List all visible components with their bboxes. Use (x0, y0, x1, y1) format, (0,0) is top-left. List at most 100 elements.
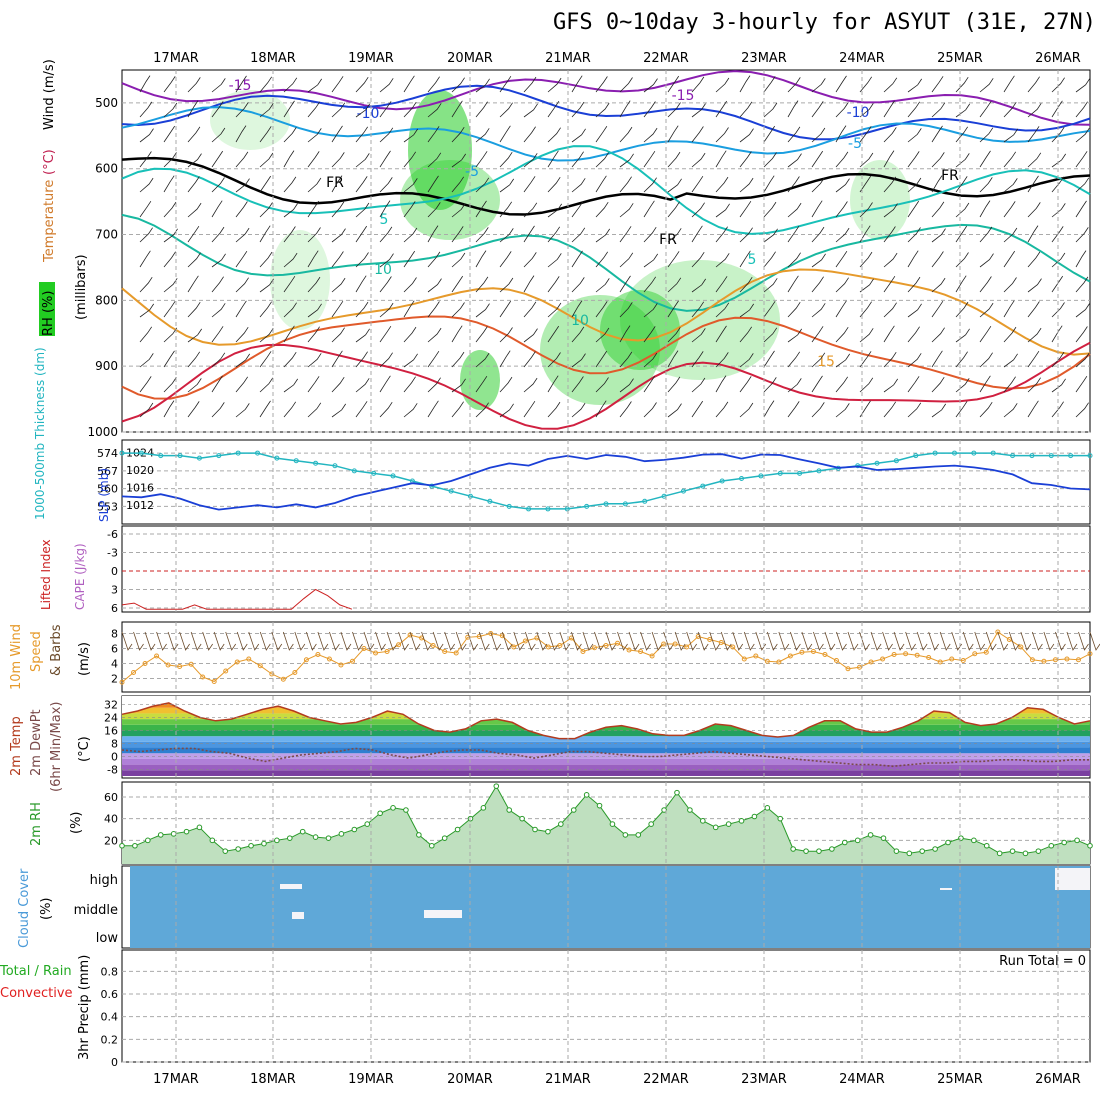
wind-barb (283, 127, 297, 143)
thickness-marker (313, 460, 319, 466)
wind-barb (259, 377, 274, 393)
wind10-barb (248, 631, 260, 651)
wind-barb (859, 328, 874, 343)
rh-marker (261, 840, 267, 847)
wind-barb (307, 78, 323, 93)
wind-barb (403, 376, 416, 393)
wind-barb (163, 228, 178, 243)
pressure-tick-label: 900 (95, 359, 118, 373)
wind10-marker (361, 646, 367, 651)
wind-barb (331, 125, 343, 143)
wind-barb (331, 102, 346, 118)
wind-barb (451, 378, 466, 393)
wind-barb (1051, 351, 1065, 368)
wind-barb (739, 227, 753, 243)
rh-marker (286, 835, 293, 841)
temp-color-band (122, 764, 1090, 771)
rh-shading (540, 295, 660, 405)
wind-barb (691, 225, 703, 243)
wind-barb (331, 76, 344, 93)
wind-barb (1051, 275, 1064, 293)
wind-barb (235, 403, 250, 418)
wind-barb (331, 175, 343, 193)
wind-barb (835, 75, 847, 93)
wind10-barb (329, 631, 340, 651)
wind-barb (355, 328, 370, 343)
wind10-marker (603, 643, 609, 648)
wind-barb (739, 376, 752, 393)
temp-tick: 24 (104, 712, 118, 725)
wind-barb (739, 250, 751, 268)
wind10-marker (799, 649, 805, 655)
wind-barb (715, 302, 730, 318)
wind10-barb (1089, 631, 1100, 651)
wind-barb (355, 401, 368, 418)
wind-barb (1027, 350, 1040, 368)
day-label-bottom: 17MAR (153, 1072, 199, 1087)
wind-barb (787, 176, 800, 193)
thickness-marker (235, 450, 241, 456)
wind-barb (283, 150, 295, 168)
wind-barb (571, 353, 586, 368)
temp-color-band (122, 730, 1090, 737)
rh-marker (454, 826, 461, 833)
wind-barb (259, 152, 274, 168)
wind10-barb (1078, 631, 1089, 651)
rh-marker (790, 846, 796, 852)
wind-barb (499, 178, 515, 193)
wind-barb (715, 127, 729, 143)
wind-barb (1003, 403, 1018, 418)
wind-barb (547, 352, 561, 368)
li-tick: 0 (111, 565, 118, 578)
thickness-marker (971, 450, 977, 456)
wind-barb (1075, 101, 1088, 118)
wind-barb (523, 126, 536, 143)
wind-barb (907, 276, 921, 293)
rh-shading (850, 160, 910, 240)
wind-barb (235, 376, 249, 393)
wind-barb (667, 178, 682, 193)
wind10-barb (1043, 631, 1055, 651)
cloud-tick: high (90, 873, 118, 888)
wind-barb (907, 353, 922, 368)
wind-barb (931, 201, 945, 218)
thickness-marker (119, 450, 125, 456)
wind-barb (859, 251, 873, 268)
wind10m-panel-frame (121, 621, 1091, 693)
dewpoint-label: 2m DewPt (29, 709, 44, 776)
wind-barb (595, 201, 609, 218)
wind-barb (283, 77, 298, 93)
wind-barb (499, 75, 512, 93)
thickness-marker (777, 470, 783, 476)
wind10-marker (373, 650, 379, 656)
wind-barb (1051, 176, 1065, 193)
wind10-tick: 2 (111, 673, 118, 686)
wind-barb (595, 350, 608, 368)
wind10-marker (914, 652, 920, 658)
wind10-barb (1066, 631, 1078, 651)
wind-barb (307, 276, 321, 293)
thickness-marker (274, 455, 280, 461)
wind-barb (187, 401, 200, 418)
wind-barb (931, 125, 943, 143)
wind-barb (619, 153, 634, 168)
rh-marker (364, 821, 371, 827)
wind-barb (883, 176, 897, 193)
wind-barb (907, 250, 919, 268)
wind-barb (619, 378, 634, 393)
wind-barb (811, 101, 824, 118)
wind10-marker (1064, 656, 1070, 662)
wind-barb (571, 151, 584, 168)
wind-barb (907, 303, 922, 318)
wind10-marker (384, 649, 390, 654)
wind-barb (811, 226, 825, 243)
wind-barb (523, 275, 535, 293)
wind-barb (907, 200, 920, 218)
wind-barb (739, 353, 754, 368)
wind-barb (355, 275, 367, 293)
pressure-tick-label: 700 (95, 228, 118, 242)
wind-barb (1051, 126, 1065, 143)
day-label-bottom: 18MAR (250, 1072, 296, 1087)
temp-tick: 8 (111, 738, 118, 751)
